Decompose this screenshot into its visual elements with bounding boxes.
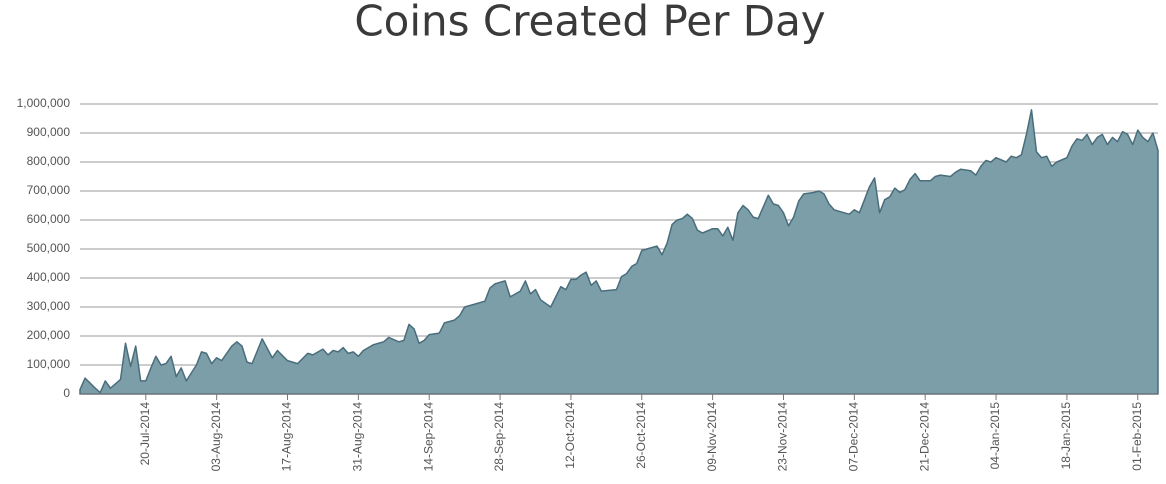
x-tick-label: 20-Jul-2014	[138, 402, 152, 466]
y-tick-label: 0	[63, 386, 70, 400]
x-tick-label: 26-Oct-2014	[634, 402, 648, 469]
x-tick-label: 07-Dec-2014	[847, 402, 861, 472]
chart-title: Coins Created Per Day	[354, 0, 825, 46]
x-tick-label: 18-Jan-2015	[1059, 402, 1073, 470]
x-tick-label: 21-Dec-2014	[917, 402, 931, 472]
x-tick-label: 17-Aug-2014	[280, 402, 294, 472]
y-tick-label: 100,000	[27, 357, 71, 371]
y-tick-label: 600,000	[27, 212, 71, 226]
y-tick-label: 500,000	[27, 241, 71, 255]
y-tick-label: 1,000,000	[17, 96, 71, 110]
y-tick-label: 800,000	[27, 154, 71, 168]
y-tick-label: 200,000	[27, 328, 71, 342]
y-tick-label: 900,000	[27, 125, 71, 139]
x-tick-label: 12-Oct-2014	[563, 402, 577, 469]
x-tick-label: 23-Nov-2014	[776, 402, 790, 472]
y-tick-label: 700,000	[27, 183, 71, 197]
y-tick-label: 400,000	[27, 270, 71, 284]
x-tick-label: 04-Jan-2015	[988, 402, 1002, 470]
x-tick-label: 09-Nov-2014	[705, 402, 719, 472]
x-tick-label: 28-Sep-2014	[492, 402, 506, 472]
y-tick-label: 300,000	[27, 299, 71, 313]
x-tick-label: 01-Feb-2015	[1130, 402, 1144, 471]
x-tick-label: 14-Sep-2014	[421, 402, 435, 472]
x-tick-label: 31-Aug-2014	[351, 402, 365, 472]
x-tick-label: 03-Aug-2014	[209, 402, 223, 472]
area	[79, 109, 1159, 395]
